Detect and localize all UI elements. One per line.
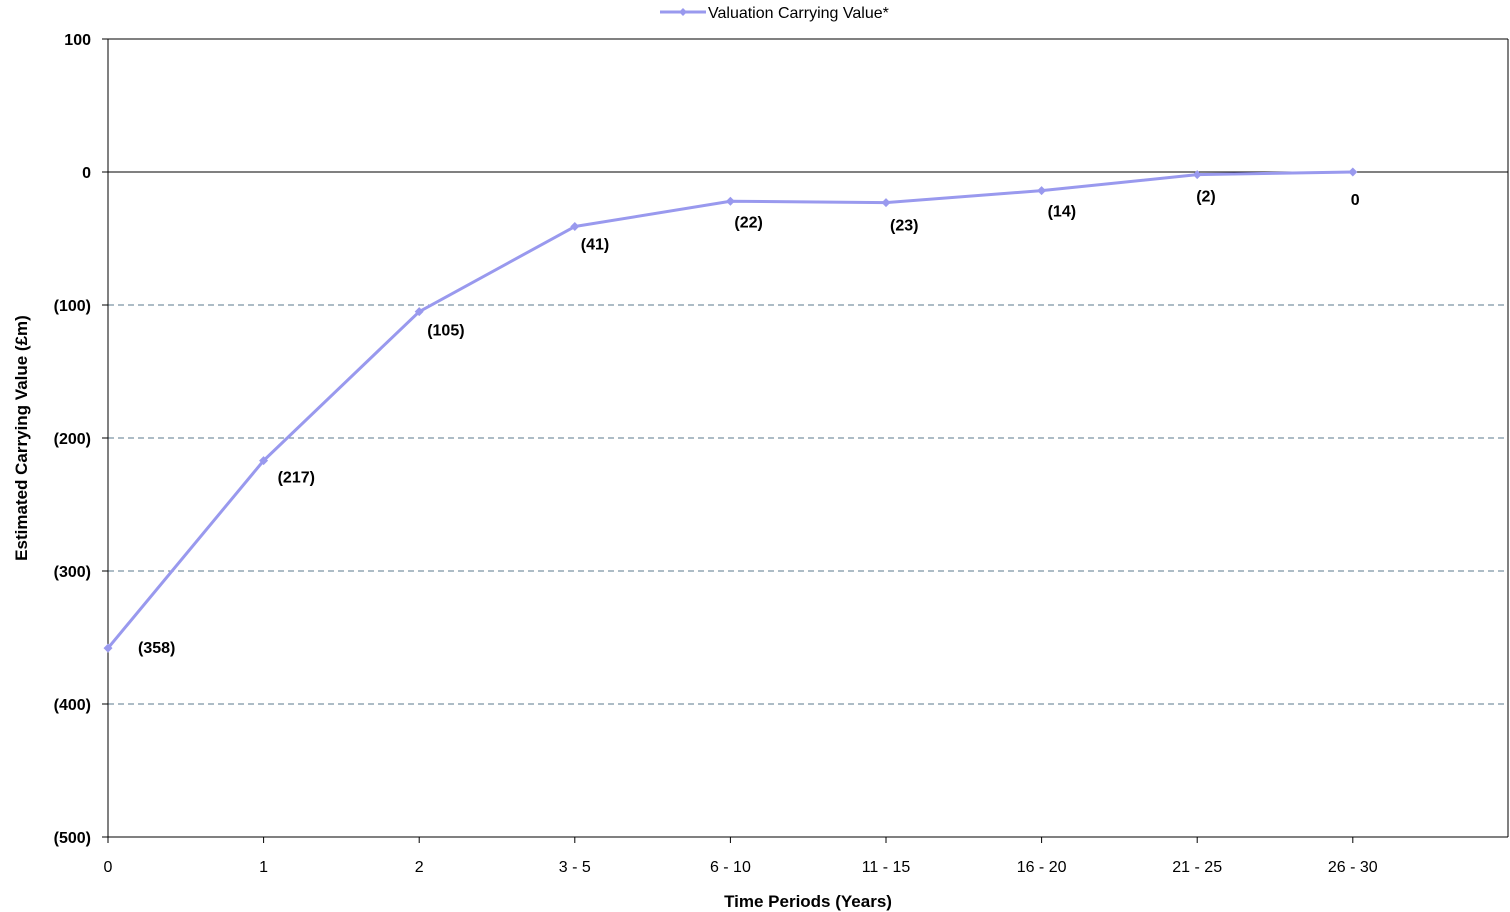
legend: Valuation Carrying Value* xyxy=(660,5,889,22)
data-point xyxy=(1348,167,1358,177)
x-tick-label: 26 - 30 xyxy=(1328,859,1378,876)
data-label: (105) xyxy=(427,323,464,340)
data-label: (14) xyxy=(1048,204,1076,221)
data-point xyxy=(881,198,891,208)
y-axis-title: Estimated Carrying Value (£m) xyxy=(12,315,31,561)
y-tick-labels: 100 0 (100) (200) (300) (400) (500) xyxy=(54,32,91,847)
data-point xyxy=(1192,170,1202,180)
y-tick-label: (100) xyxy=(54,298,91,315)
y-tick-label: (400) xyxy=(54,697,91,714)
data-label: (23) xyxy=(890,218,918,235)
y-tick-label: 100 xyxy=(64,32,91,49)
data-point xyxy=(1037,186,1047,196)
data-label: 0 xyxy=(1351,192,1360,209)
data-label: (217) xyxy=(278,470,315,487)
y-tick-label: (300) xyxy=(54,564,91,581)
data-point xyxy=(259,456,269,466)
x-tick-label: 2 xyxy=(415,859,424,876)
x-tick-label: 11 - 15 xyxy=(862,859,911,876)
gridlines xyxy=(108,171,1508,705)
data-labels: (358) (217) (105) (41) (22) (23) (14) (2) 0 xyxy=(138,189,1360,657)
y-tick-label: (500) xyxy=(54,830,91,847)
x-tick-label: 0 xyxy=(104,859,113,876)
x-tick-label: 16 - 20 xyxy=(1017,859,1067,876)
data-label: (22) xyxy=(734,214,762,231)
series xyxy=(103,167,1358,653)
legend-label: Valuation Carrying Value* xyxy=(708,5,889,22)
y-tick-label: 0 xyxy=(82,165,91,182)
data-point xyxy=(570,222,580,232)
data-label: (358) xyxy=(138,640,175,657)
data-label: (41) xyxy=(581,237,609,254)
x-tick-labels: 0 1 2 3 - 5 6 - 10 11 - 15 16 - 20 21 - 25 26 - … xyxy=(104,859,1378,876)
y-tick-label: (200) xyxy=(54,431,91,448)
series-line xyxy=(106,170,1353,650)
x-tick-label: 21 - 25 xyxy=(1172,859,1222,876)
x-tick-label: 1 xyxy=(259,859,268,876)
x-tick-label: 3 - 5 xyxy=(559,859,591,876)
x-tick-label: 6 - 10 xyxy=(710,859,751,876)
axes xyxy=(102,38,1509,843)
x-axis-title: Time Periods (Years) xyxy=(724,892,892,911)
legend-marker xyxy=(679,8,687,16)
data-point xyxy=(103,643,113,653)
data-point xyxy=(414,307,424,317)
data-point xyxy=(725,196,735,206)
data-label: (2) xyxy=(1196,189,1216,206)
